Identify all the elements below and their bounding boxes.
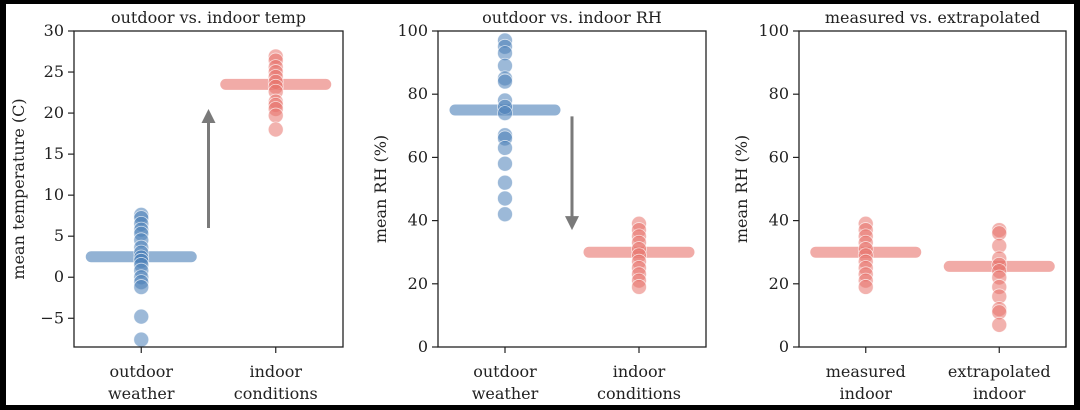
panel-1: −5 0 5 10 15 20 25 30 outdoor weather indoor condit… bbox=[9, 8, 344, 403]
arrow-head bbox=[565, 216, 579, 231]
y-tick-label: 20 bbox=[408, 274, 428, 293]
y-tick-label: 5 bbox=[54, 226, 64, 245]
x-category-label: indoor bbox=[839, 384, 892, 403]
y-tick-label: 100 bbox=[758, 21, 789, 40]
panel-title: outdoor vs. indoor temp bbox=[111, 8, 306, 27]
y-tick-label: 15 bbox=[44, 144, 64, 163]
data-point bbox=[133, 279, 150, 295]
x-category-label: conditions bbox=[597, 384, 681, 403]
x-category-label: extrapolated bbox=[948, 362, 1051, 381]
data-point bbox=[267, 107, 284, 124]
data-point bbox=[497, 206, 513, 223]
data-point bbox=[133, 331, 150, 348]
panel-2: 0 20 40 60 80 100 outdoor weather indoor conditio… bbox=[371, 8, 707, 403]
data-point bbox=[991, 316, 1008, 333]
data-point bbox=[497, 73, 513, 90]
data-point bbox=[133, 308, 150, 325]
panel-3: 0 20 40 60 80 100 measured indoor extrapolated in… bbox=[732, 8, 1067, 403]
chart-svg: −5 0 5 10 15 20 25 30 outdoor weather indoor condit… bbox=[9, 8, 1067, 403]
data-point bbox=[497, 140, 513, 156]
y-tick-label: 25 bbox=[44, 62, 64, 81]
y-tick-label: 0 bbox=[418, 337, 428, 356]
data-point bbox=[631, 279, 647, 295]
x-category-label: weather bbox=[472, 384, 539, 403]
y-tick-label: 40 bbox=[408, 211, 428, 230]
axes-frame bbox=[73, 30, 344, 348]
data-point bbox=[497, 155, 513, 172]
y-axis-label: mean RH (%) bbox=[732, 135, 751, 243]
y-tick-label: 60 bbox=[408, 147, 428, 166]
x-category-label: outdoor bbox=[109, 362, 173, 381]
x-category-label: conditions bbox=[234, 384, 318, 403]
figure: −5 0 5 10 15 20 25 30 outdoor weather indoor condit… bbox=[6, 4, 1074, 405]
axes-frame bbox=[437, 30, 707, 348]
y-tick-label: 30 bbox=[44, 21, 64, 40]
panel-title: measured vs. extrapolated bbox=[825, 8, 1040, 27]
data-point bbox=[497, 105, 513, 122]
y-tick-label: 100 bbox=[397, 21, 428, 40]
x-category-label: indoor bbox=[249, 362, 302, 381]
panel-title: outdoor vs. indoor RH bbox=[482, 8, 662, 27]
y-tick-label: 40 bbox=[769, 211, 789, 230]
data-point bbox=[497, 174, 513, 191]
y-tick-label: 20 bbox=[769, 274, 789, 293]
y-tick-label: 10 bbox=[44, 185, 64, 204]
x-category-label: measured bbox=[826, 362, 906, 381]
y-tick-label: 0 bbox=[54, 267, 64, 286]
data-point bbox=[497, 190, 513, 207]
y-axis-label: mean RH (%) bbox=[371, 135, 390, 243]
y-tick-label: 60 bbox=[769, 147, 789, 166]
y-tick-label: −5 bbox=[40, 308, 64, 327]
data-point bbox=[267, 121, 284, 138]
y-tick-label: 80 bbox=[769, 84, 789, 103]
x-category-label: indoor bbox=[613, 362, 666, 381]
x-category-label: outdoor bbox=[473, 362, 537, 381]
y-axis-label: mean temperature (C) bbox=[9, 98, 28, 279]
y-tick-label: 80 bbox=[408, 84, 428, 103]
x-category-label: indoor bbox=[973, 384, 1026, 403]
arrow-head bbox=[201, 108, 216, 123]
axes-frame bbox=[798, 30, 1067, 348]
y-tick-label: 0 bbox=[779, 337, 789, 356]
y-tick-label: 20 bbox=[44, 103, 64, 122]
x-category-label: weather bbox=[108, 384, 175, 403]
data-point bbox=[857, 279, 874, 295]
